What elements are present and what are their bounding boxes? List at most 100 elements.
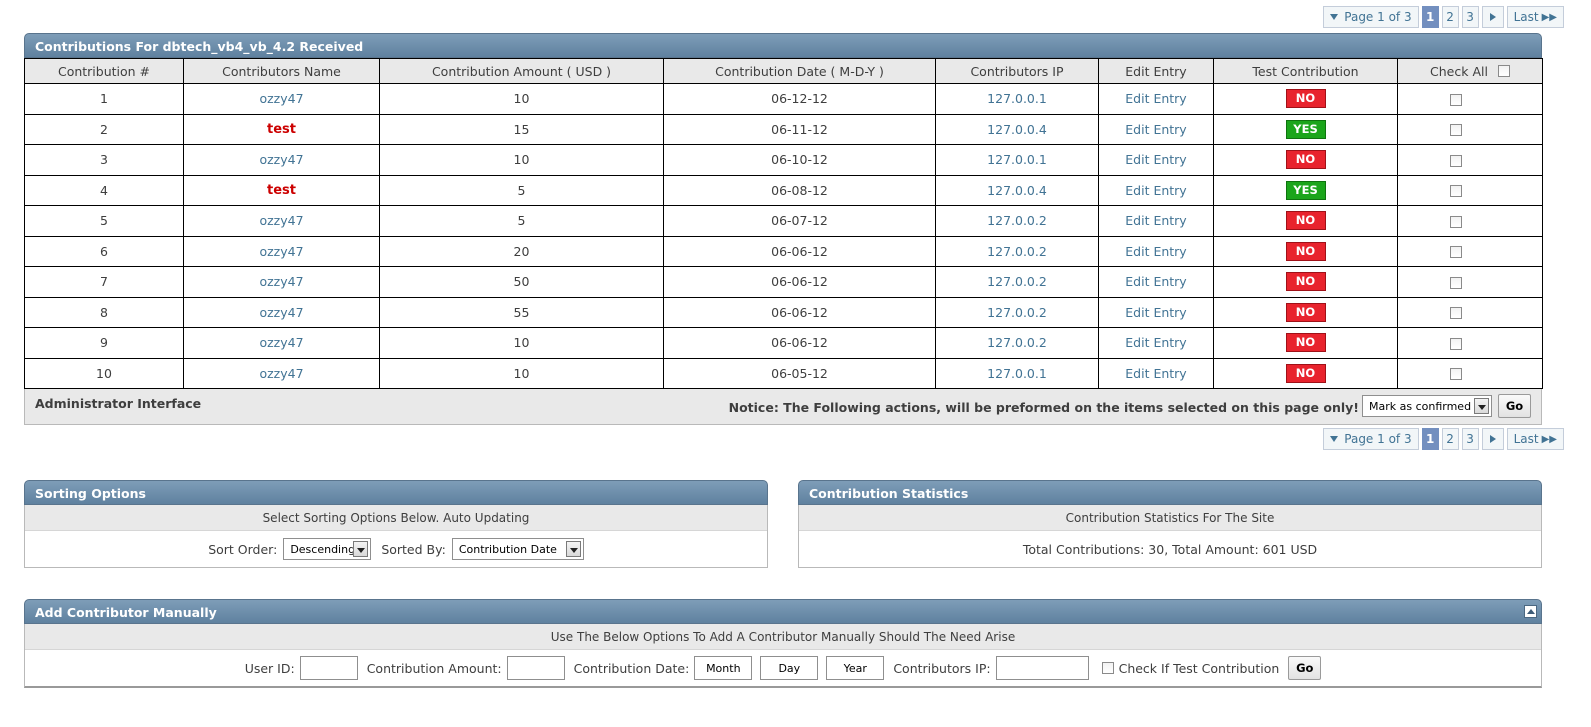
contributor-ip-link[interactable]: 127.0.0.2 [987,274,1047,290]
contributor-ip-link[interactable]: 127.0.0.4 [987,182,1047,198]
contributor-ip-link[interactable]: 127.0.0.1 [987,365,1047,381]
cell-edit-entry: Edit Entry [1098,266,1214,298]
cell-select [1397,296,1543,328]
edit-entry-link[interactable]: Edit Entry [1125,213,1187,229]
edit-entry-link[interactable]: Edit Entry [1125,182,1187,198]
last-page-label-bottom: Last [1513,432,1539,446]
test-contribution-checkbox[interactable] [1101,662,1114,674]
cell-contributors-name: ozzy47 [183,83,380,115]
test-contribution-label: Check If Test Contribution [1118,660,1280,676]
table-header-row: Contribution # Contributors Name Contrib… [24,58,1543,84]
table-row: 5 ozzy47 5 06-07-12 127.0.0.2 Edit Entry NO [24,205,1543,237]
page-menu-button-bottom[interactable]: Page 1 of 3 [1323,428,1419,450]
collapse-icon[interactable] [1524,605,1537,618]
page-2-link[interactable]: 2 [1441,6,1459,28]
edit-entry-link[interactable]: Edit Entry [1125,274,1187,290]
cell-contribution-date: 06-06-12 [663,266,936,298]
col-contributors-name: Contributors Name [183,58,380,84]
next-page-button[interactable] [1481,6,1504,28]
cell-contribution-number: 6 [24,235,184,267]
contributor-name-link[interactable]: ozzy47 [259,243,304,259]
contributor-name-link[interactable]: ozzy47 [259,304,304,320]
cell-test-contribution: NO [1213,357,1398,389]
contribution-amount-input[interactable] [506,656,565,680]
month-input[interactable]: Month [694,656,753,680]
edit-entry-link[interactable]: Edit Entry [1125,91,1187,107]
page-2-link-bottom[interactable]: 2 [1441,428,1459,450]
day-input[interactable]: Day [760,656,819,680]
cell-contribution-amount: 20 [379,235,664,267]
contributor-name-link[interactable]: ozzy47 [259,152,304,168]
sort-order-select[interactable]: Descending [283,538,372,560]
contributors-ip-input[interactable] [995,656,1089,680]
next-page-button-bottom[interactable] [1481,428,1504,450]
dropdown-arrow-icon [353,541,369,557]
row-select-checkbox[interactable] [1449,368,1462,381]
contributor-ip-link[interactable]: 127.0.0.2 [987,243,1047,259]
page-1-link[interactable]: 1 [1421,6,1439,28]
last-page-button[interactable]: Last ▶▶ [1506,6,1564,28]
edit-entry-link[interactable]: Edit Entry [1125,365,1187,381]
action-select[interactable]: Mark as confirmed [1362,395,1492,417]
page-3-link-bottom[interactable]: 3 [1461,428,1479,450]
sorted-by-value: Contribution Date [458,542,557,556]
cell-contribution-number: 7 [24,266,184,298]
contributions-block: Contributions For dbtech_vb4_vb_4.2 Rece… [24,33,1543,425]
contributor-ip-link[interactable]: 127.0.0.2 [987,304,1047,320]
contributor-ip-link[interactable]: 127.0.0.2 [987,335,1047,351]
contributor-name-link[interactable]: ozzy47 [259,335,304,351]
check-all-checkbox[interactable] [1497,64,1510,77]
add-go-button[interactable]: Go [1288,656,1322,680]
edit-entry-link[interactable]: Edit Entry [1125,152,1187,168]
sorted-by-select[interactable]: Contribution Date [451,538,584,560]
contributor-name-link[interactable]: ozzy47 [259,91,304,107]
page-1-link-bottom[interactable]: 1 [1421,428,1439,450]
year-input[interactable]: Year [826,656,885,680]
col-test-contribution: Test Contribution [1213,58,1398,84]
contributor-ip-link[interactable]: 127.0.0.4 [987,121,1047,137]
cell-contribution-date: 06-07-12 [663,205,936,237]
row-select-checkbox[interactable] [1449,93,1462,106]
edit-entry-link[interactable]: Edit Entry [1125,335,1187,351]
contributor-ip-link[interactable]: 127.0.0.1 [987,91,1047,107]
contributor-ip-link[interactable]: 127.0.0.2 [987,213,1047,229]
col-check-all: Check All [1397,58,1543,84]
cell-contributors-ip: 127.0.0.2 [935,327,1099,359]
cell-contribution-amount: 10 [379,83,664,115]
edit-entry-link[interactable]: Edit Entry [1125,121,1187,137]
contributor-name-link[interactable]: ozzy47 [259,274,304,290]
row-select-checkbox[interactable] [1449,307,1462,320]
row-select-checkbox[interactable] [1449,246,1462,259]
contributor-name-link[interactable]: ozzy47 [259,365,304,381]
contributor-name-link[interactable]: ozzy47 [259,213,304,229]
row-select-checkbox[interactable] [1449,185,1462,198]
cell-test-contribution: YES [1213,113,1398,145]
cell-contributors-ip: 127.0.0.4 [935,174,1099,206]
cell-test-contribution: NO [1213,266,1398,298]
last-page-button-bottom[interactable]: Last ▶▶ [1506,428,1564,450]
double-arrow-right-icon: ▶▶ [1541,11,1557,23]
contributor-ip-link[interactable]: 127.0.0.1 [987,152,1047,168]
row-select-checkbox[interactable] [1449,124,1462,137]
edit-entry-link[interactable]: Edit Entry [1125,304,1187,320]
row-select-checkbox[interactable] [1449,337,1462,350]
row-select-checkbox[interactable] [1449,215,1462,228]
table-row: 9 ozzy47 10 06-06-12 127.0.0.2 Edit Entry NO [24,327,1543,359]
admin-go-button[interactable]: Go [1498,394,1531,418]
row-select-checkbox[interactable] [1449,154,1462,167]
test-status-badge: NO [1285,272,1326,292]
cell-contribution-number: 10 [24,357,184,389]
cell-edit-entry: Edit Entry [1098,205,1214,237]
cell-contribution-number: 5 [24,205,184,237]
page-3-link[interactable]: 3 [1461,6,1479,28]
test-status-badge: YES [1285,119,1326,139]
page-menu-button[interactable]: Page 1 of 3 [1323,6,1419,28]
cell-test-contribution: YES [1213,174,1398,206]
row-select-checkbox[interactable] [1449,276,1462,289]
sorting-panel: Select Sorting Options Below. Auto Updat… [24,505,768,568]
edit-entry-link[interactable]: Edit Entry [1125,243,1187,259]
col-edit-entry: Edit Entry [1098,58,1214,84]
cell-contribution-number: 8 [24,296,184,328]
sorted-by-label: Sorted By: [381,541,446,557]
user-id-input[interactable] [299,656,358,680]
